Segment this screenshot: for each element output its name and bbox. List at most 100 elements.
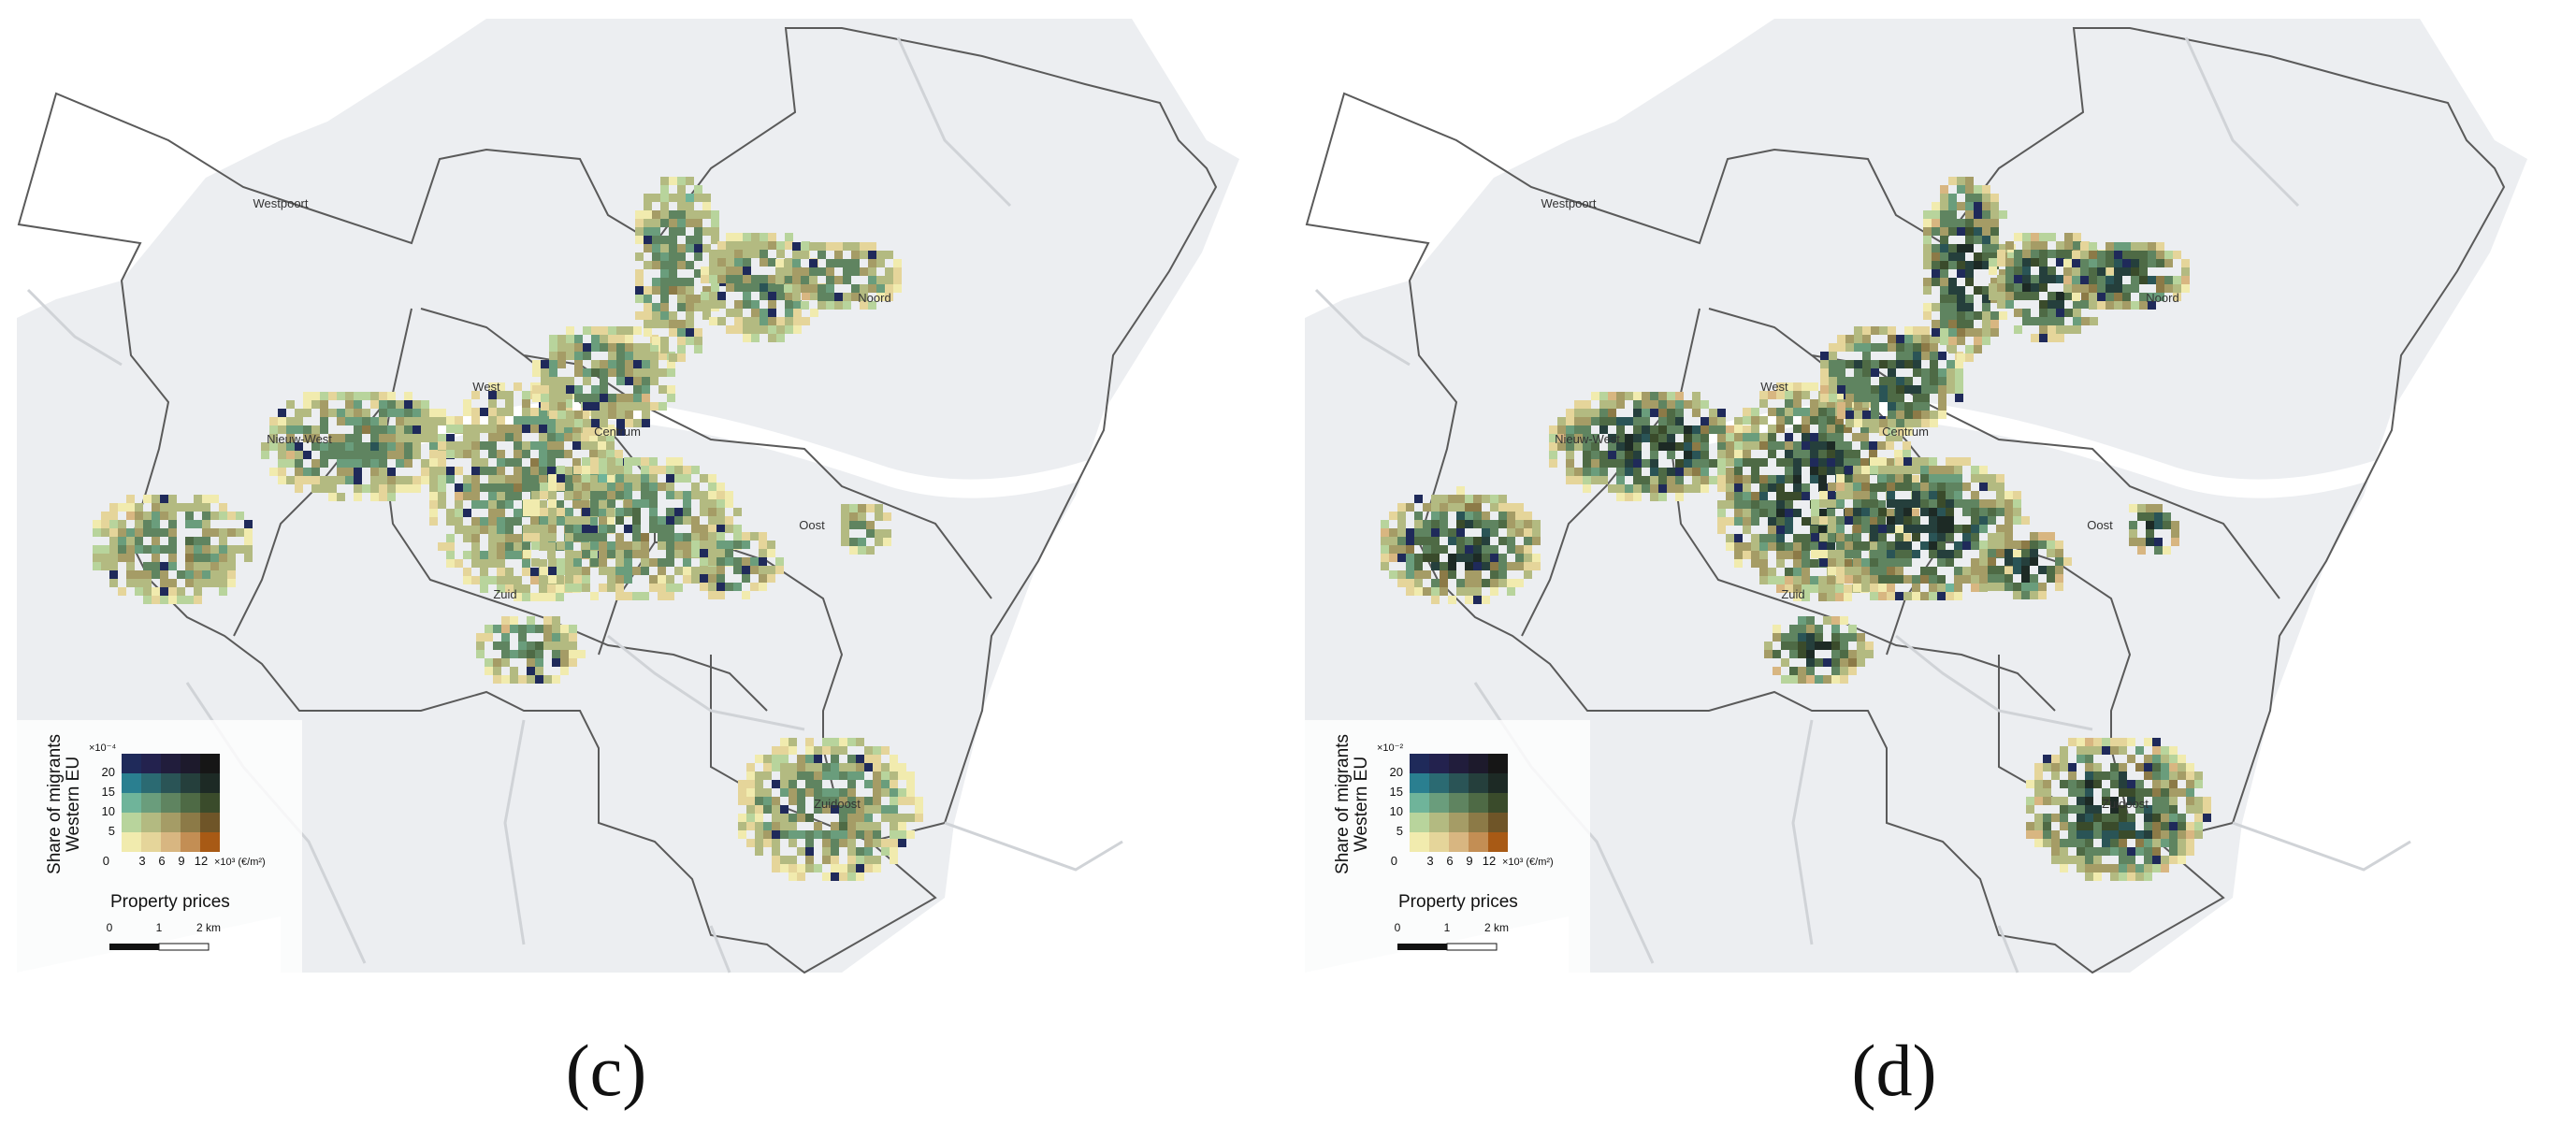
legend-swatch xyxy=(1469,773,1488,793)
raster-cell xyxy=(118,537,126,545)
raster-cell xyxy=(2060,805,2068,814)
raster-cell xyxy=(883,538,891,546)
raster-cell xyxy=(471,425,480,433)
raster-cell xyxy=(1818,441,1827,450)
raster-cell xyxy=(354,409,362,417)
raster-cell xyxy=(574,335,583,343)
raster-cell xyxy=(1848,633,1857,642)
raster-cell xyxy=(677,252,686,261)
raster-cell xyxy=(669,236,677,244)
raster-cell xyxy=(776,334,785,342)
raster-cell xyxy=(1921,411,1930,419)
raster-cell xyxy=(768,233,776,241)
raster-cell xyxy=(2043,763,2051,771)
raster-cell xyxy=(557,483,565,491)
raster-cell xyxy=(1768,441,1776,450)
raster-cell xyxy=(1734,433,1743,441)
raster-cell xyxy=(1979,466,1988,474)
raster-cell xyxy=(505,475,514,483)
raster-cell xyxy=(1591,434,1599,442)
raster-cell xyxy=(2031,250,2039,258)
raster-cell xyxy=(649,457,658,466)
raster-cell xyxy=(387,400,396,409)
raster-cell xyxy=(598,433,606,441)
raster-cell xyxy=(906,797,915,805)
raster-cell xyxy=(2089,293,2097,301)
raster-cell xyxy=(337,493,345,501)
raster-cell xyxy=(1862,394,1871,402)
raster-cell xyxy=(556,425,564,433)
raster-cell xyxy=(2068,822,2077,830)
raster-cell xyxy=(733,541,742,549)
district-label-westpoort: Westpoort xyxy=(1541,196,1596,210)
raster-cell xyxy=(518,642,527,650)
raster-cell xyxy=(202,562,210,570)
raster-cell xyxy=(2021,574,2030,583)
raster-cell xyxy=(1903,516,1912,525)
raster-cell xyxy=(2026,830,2034,839)
raster-cell xyxy=(2093,856,2102,864)
raster-cell xyxy=(759,541,767,549)
raster-cell xyxy=(2090,317,2098,325)
raster-cell xyxy=(856,814,864,822)
raster-cell xyxy=(1848,650,1857,658)
raster-cell xyxy=(1904,377,1913,385)
raster-cell xyxy=(2043,780,2051,788)
raster-cell xyxy=(2064,309,2073,317)
raster-cell xyxy=(2072,251,2080,259)
raster-cell xyxy=(1921,377,1930,385)
raster-cell xyxy=(1913,335,1921,343)
raster-cell xyxy=(160,596,168,604)
raster-cell xyxy=(1802,382,1810,391)
raster-cell xyxy=(683,533,691,541)
raster-cell xyxy=(1962,525,1971,533)
raster-cell xyxy=(642,411,650,419)
raster-cell xyxy=(1862,343,1871,352)
raster-cell xyxy=(1860,425,1869,433)
raster-cell xyxy=(784,259,792,267)
raster-cell xyxy=(658,592,666,600)
raster-cell xyxy=(1818,526,1827,534)
raster-cell xyxy=(1482,596,1490,604)
raster-cell xyxy=(1996,566,2004,574)
raster-cell xyxy=(1828,567,1836,575)
raster-cell xyxy=(1700,400,1709,409)
raster-cell xyxy=(1734,559,1743,568)
raster-cell xyxy=(885,293,893,301)
raster-cell xyxy=(1397,503,1406,512)
raster-cell xyxy=(890,839,898,847)
raster-cell xyxy=(541,360,549,368)
raster-cell xyxy=(548,567,557,575)
raster-cell xyxy=(644,286,652,295)
raster-cell xyxy=(168,512,177,520)
raster-cell xyxy=(599,550,607,558)
raster-cell xyxy=(1999,244,2007,252)
raster-cell xyxy=(1854,335,1862,343)
raster-cell xyxy=(295,484,303,493)
raster-cell xyxy=(185,554,194,562)
raster-cell xyxy=(1829,385,1837,394)
raster-cell xyxy=(1979,499,1988,508)
raster-cell xyxy=(1962,508,1971,516)
raster-cell xyxy=(701,275,709,283)
raster-cell xyxy=(493,625,501,633)
legend-x-title: Property prices xyxy=(1398,892,1518,912)
raster-cell xyxy=(101,562,109,570)
raster-cell xyxy=(1932,227,1940,236)
legend-x-unit: ×10³ (€/m²) xyxy=(1502,857,1554,868)
raster-cell xyxy=(1895,499,1903,508)
raster-cell xyxy=(2004,557,2013,566)
raster-cell xyxy=(1948,295,1957,303)
raster-cell xyxy=(328,493,337,501)
raster-cell xyxy=(1837,335,1845,343)
raster-cell xyxy=(530,467,539,475)
raster-cell xyxy=(1785,492,1793,500)
raster-cell xyxy=(1871,419,1879,427)
raster-cell xyxy=(1982,337,1990,345)
raster-cell xyxy=(1793,559,1802,568)
raster-cell xyxy=(814,780,822,788)
raster-cell xyxy=(2178,755,2186,763)
raster-cell xyxy=(126,495,135,503)
raster-cell xyxy=(2055,583,2063,591)
raster-cell xyxy=(607,567,615,575)
